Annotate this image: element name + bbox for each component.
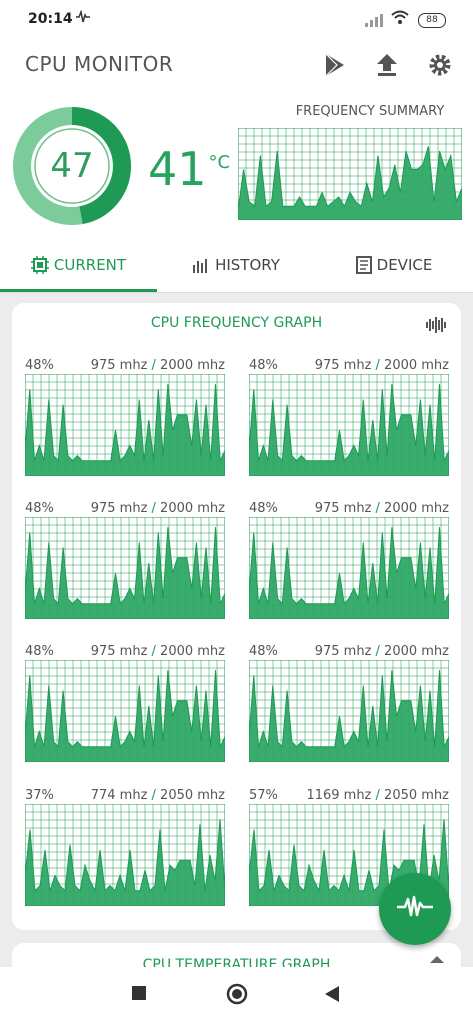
cpu-temperature: 41 °C — [148, 142, 230, 196]
settings-icon[interactable] — [425, 50, 455, 80]
tab-indicator — [0, 289, 157, 292]
core-max-freq: 2000 mhz — [384, 358, 449, 373]
document-icon — [355, 256, 372, 274]
app-title: CPU MONITOR — [25, 52, 174, 76]
frequency-area — [25, 384, 225, 476]
frequency-area — [25, 527, 225, 619]
wifi-icon — [390, 9, 410, 29]
back-button[interactable] — [324, 985, 340, 1007]
frequency-summary: FREQUENCY SUMMARY — [238, 104, 462, 220]
cpu-usage-value: 47 — [50, 146, 94, 186]
core-frequency-graph — [249, 517, 449, 619]
core-frequency-graph — [25, 804, 225, 906]
core-load: 48% — [249, 644, 278, 659]
core-load: 37% — [25, 788, 54, 803]
frequency-area — [249, 384, 449, 476]
core-frequency-graph — [25, 374, 225, 476]
core-max-freq: 2000 mhz — [160, 644, 225, 659]
cpu-usage-gauge: 47 — [13, 107, 131, 225]
home-button[interactable] — [226, 983, 248, 1009]
core-max-freq: 2050 mhz — [384, 788, 449, 803]
core-load: 48% — [249, 501, 278, 516]
frequency-area — [25, 819, 225, 906]
system-nav-bar — [0, 967, 473, 1024]
status-time: 20:14 — [28, 11, 73, 27]
app-bar: CPU MONITOR — [0, 40, 473, 90]
core-frequency-graph — [25, 517, 225, 619]
core-max-freq: 2050 mhz — [160, 788, 225, 803]
core-frequency-graph — [25, 660, 225, 762]
core-max-freq: 2000 mhz — [384, 644, 449, 659]
frequency-area — [249, 670, 449, 762]
core-load: 57% — [249, 788, 278, 803]
tab-current-label: CURRENT — [53, 256, 127, 274]
core-load: 48% — [25, 644, 54, 659]
core-current-freq: 975 mhz — [314, 644, 372, 659]
heartbeat-icon — [397, 895, 433, 923]
temperature-value: 41 — [148, 142, 207, 196]
signal-icon — [365, 12, 383, 31]
frequency-summary-label: FREQUENCY SUMMARY — [295, 104, 445, 119]
core-load: 48% — [25, 501, 54, 516]
upload-icon[interactable] — [372, 50, 402, 80]
core-load: 48% — [249, 358, 278, 373]
chip-icon — [30, 256, 49, 274]
pulse-action-button[interactable] — [379, 873, 451, 945]
frequency-area — [249, 527, 449, 619]
temperature-unit: °C — [208, 152, 231, 173]
core-current-freq: 975 mhz — [90, 644, 148, 659]
cpu-frequency-card: CPU FREQUENCY GRAPH 48% 975 mhz / 2000 mh… — [12, 303, 461, 930]
bar-chart-icon — [192, 257, 210, 273]
frequency-area — [25, 670, 225, 762]
summary-panel: 47 41 °C FREQUENCY SUMMARY — [0, 90, 473, 240]
core-current-freq: 975 mhz — [90, 501, 148, 516]
core-current-freq: 975 mhz — [314, 358, 372, 373]
tab-device-label: DEVICE — [376, 256, 433, 274]
core-frequency-graph — [249, 660, 449, 762]
tab-device[interactable]: DEVICE — [315, 240, 473, 290]
battery-icon: 88 — [418, 13, 446, 28]
core-max-freq: 2000 mhz — [160, 501, 225, 516]
frequency-summary-graph — [238, 128, 462, 220]
core-max-freq: 2000 mhz — [160, 358, 225, 373]
play-store-icon[interactable] — [320, 50, 350, 80]
waveform-icon[interactable] — [426, 317, 448, 337]
core-frequency-graph — [249, 374, 449, 476]
chevron-up-icon[interactable] — [429, 952, 445, 968]
core-max-freq: 2000 mhz — [384, 501, 449, 516]
tab-bar: CURRENT HISTORY DEVICE — [0, 240, 473, 293]
activity-icon — [76, 9, 90, 28]
recent-apps-button[interactable] — [131, 985, 147, 1005]
tab-history-label: HISTORY — [215, 256, 280, 274]
frequency-area — [238, 146, 462, 220]
tab-current[interactable]: CURRENT — [0, 240, 157, 290]
core-current-freq: 1169 mhz — [306, 788, 372, 803]
cpu-frequency-title: CPU FREQUENCY GRAPH — [150, 315, 323, 331]
core-current-freq: 774 mhz — [90, 788, 148, 803]
status-bar: 20:14 88 — [0, 0, 473, 40]
core-current-freq: 975 mhz — [314, 501, 372, 516]
tab-history[interactable]: HISTORY — [157, 240, 315, 290]
core-current-freq: 975 mhz — [90, 358, 148, 373]
core-load: 48% — [25, 358, 54, 373]
